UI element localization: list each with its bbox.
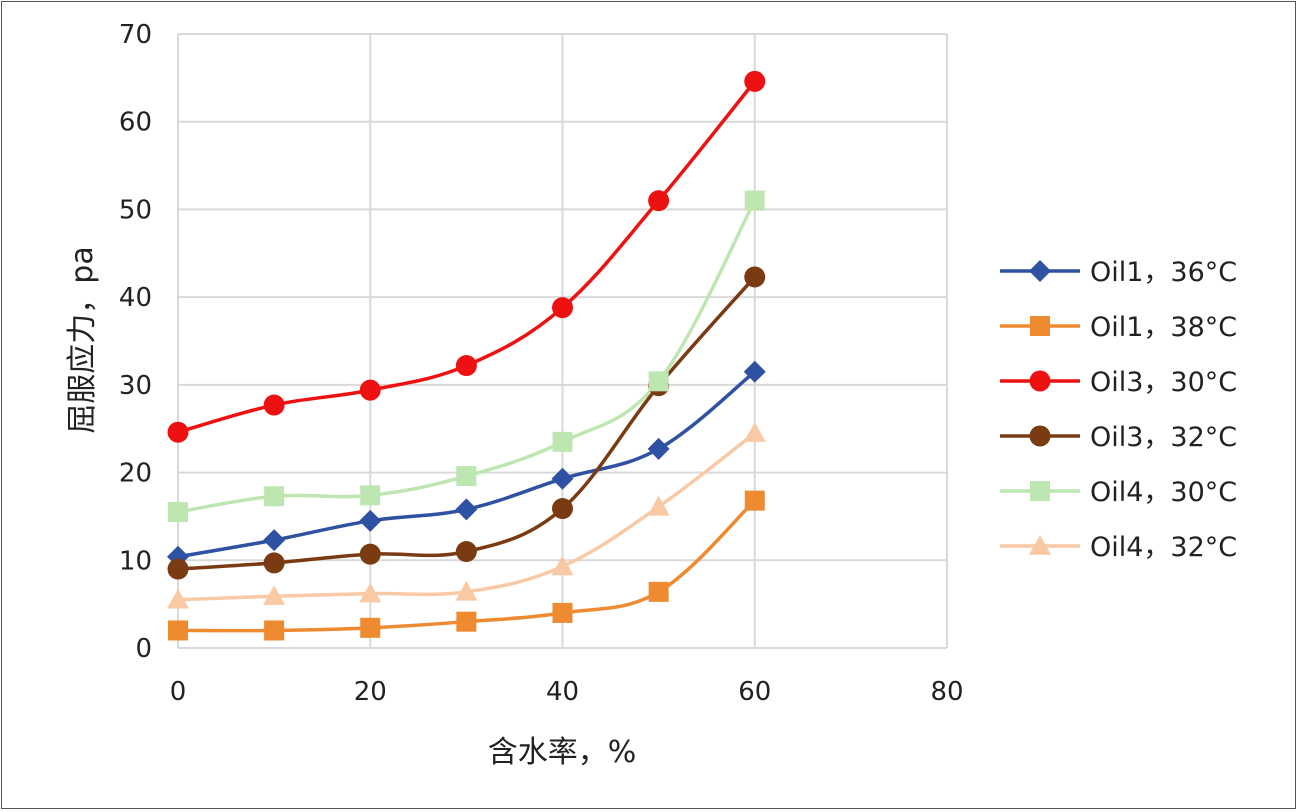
data-point-s0-2	[359, 509, 382, 532]
y-axis-label: 屈服应力，pa	[65, 246, 100, 433]
y-tick-label: 60	[119, 108, 152, 138]
data-point-s1-0	[168, 620, 188, 641]
data-point-s4-5	[648, 371, 669, 392]
data-point-s4-2	[360, 485, 381, 506]
data-point-s4-6	[744, 190, 765, 211]
legend-marker	[1029, 370, 1051, 392]
data-point-s3-6	[744, 266, 766, 288]
legend-label: Oil4，32°C	[1090, 532, 1237, 563]
data-point-s2-6	[744, 70, 766, 92]
series-line-0	[177, 370, 756, 559]
data-point-s3-4	[552, 498, 573, 520]
legend-item-5: Oil4，32°C	[1000, 532, 1237, 563]
series-line-3	[177, 275, 757, 571]
data-point-s2-0	[167, 421, 189, 443]
data-point-s3-0	[167, 558, 189, 580]
x-tick-labels: 0 20 40 60 80	[170, 677, 964, 707]
data-point-s4-0	[168, 502, 188, 523]
y-tick-label: 20	[119, 459, 152, 489]
legend-label: Oil3，30°C	[1090, 367, 1237, 398]
data-point-s0-4	[551, 467, 574, 490]
legend-marker	[1029, 535, 1051, 555]
legend-label: Oil1，38°C	[1090, 312, 1237, 343]
x-tick-label: 40	[546, 677, 579, 707]
legend-item-2: Oil3，30°C	[1000, 367, 1237, 398]
data-point-s1-4	[552, 602, 573, 623]
x-tick-label: 60	[738, 677, 771, 707]
y-tick-label: 40	[119, 283, 152, 313]
data-point-s3-1	[263, 552, 285, 574]
data-point-s0-1	[263, 529, 286, 552]
legend-marker	[1030, 316, 1050, 336]
legend-marker	[1029, 425, 1051, 447]
data-point-s2-3	[455, 355, 477, 377]
data-point-s2-5	[648, 190, 670, 212]
data-point-s5-4	[551, 555, 574, 576]
legend-label: Oil4，30°C	[1090, 477, 1237, 508]
data-point-s1-3	[456, 611, 477, 632]
data-point-s1-1	[264, 620, 285, 641]
x-tick-label: 0	[170, 677, 187, 707]
data-point-s3-3	[455, 541, 477, 563]
data-point-s5-1	[263, 585, 286, 606]
data-point-s5-2	[359, 582, 382, 603]
data-point-s0-5	[647, 437, 670, 460]
series-markers	[167, 70, 766, 641]
data-point-s5-5	[647, 495, 670, 516]
legend-marker	[1030, 481, 1050, 501]
data-point-s5-6	[743, 422, 766, 442]
y-tick-label: 50	[119, 195, 152, 225]
data-point-s4-4	[552, 431, 573, 452]
y-tick-label: 70	[119, 20, 152, 50]
data-point-s4-3	[456, 466, 477, 487]
data-point-s2-4	[552, 297, 573, 319]
data-point-s1-2	[360, 617, 381, 638]
data-point-s0-3	[455, 498, 478, 521]
legend-label: Oil3，32°C	[1090, 422, 1237, 453]
data-point-s1-5	[648, 581, 669, 602]
data-point-s1-6	[744, 490, 765, 511]
legend-marker	[1029, 260, 1051, 282]
y-tick-labels: 0 10 20 30 40 50 60 70	[119, 20, 152, 664]
legend-item-4: Oil4，30°C	[1000, 477, 1237, 508]
legend-item-1: Oil1，38°C	[1000, 312, 1237, 343]
data-point-s0-6	[743, 360, 766, 383]
y-tick-label: 10	[119, 546, 152, 576]
legend-item-3: Oil3，32°C	[1000, 422, 1237, 453]
y-tick-label: 30	[119, 371, 152, 401]
data-point-s5-0	[167, 588, 189, 609]
x-tick-label: 80	[930, 677, 963, 707]
data-point-s4-1	[264, 486, 285, 507]
x-axis-label: 含水率，%	[488, 735, 637, 770]
data-point-s5-3	[455, 580, 478, 601]
y-tick-label: 0	[135, 634, 152, 664]
x-tick-label: 20	[354, 677, 387, 707]
data-point-s2-1	[263, 394, 285, 416]
legend-label: Oil1，36°C	[1090, 257, 1237, 288]
data-point-s2-2	[359, 379, 381, 401]
data-point-s3-2	[359, 543, 381, 565]
legend-item-0: Oil1，36°C	[1000, 257, 1237, 288]
legend: Oil1，36°C Oil1，38°C Oil3，30°C Oil3，32°C Oil4…	[1000, 257, 1237, 563]
